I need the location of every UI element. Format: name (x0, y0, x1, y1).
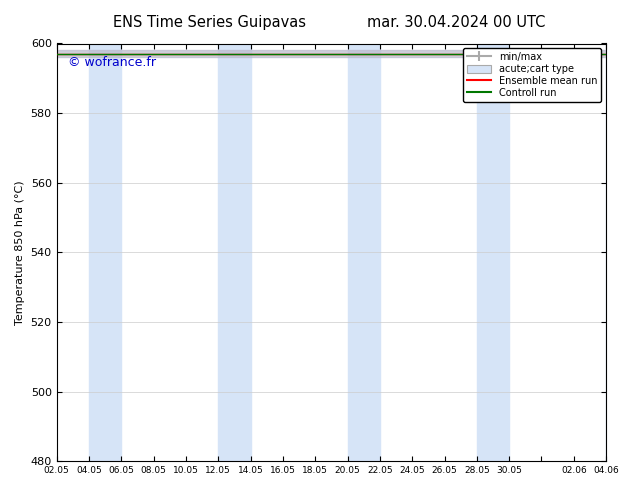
Legend: min/max, acute;cart type, Ensemble mean run, Controll run: min/max, acute;cart type, Ensemble mean … (463, 49, 601, 102)
Text: © wofrance.fr: © wofrance.fr (68, 56, 156, 69)
Bar (477, 44, 509, 461)
Bar (347, 44, 380, 461)
Bar (606, 44, 634, 461)
Y-axis label: Temperature 850 hPa (°C): Temperature 850 hPa (°C) (15, 180, 25, 325)
Bar (218, 44, 250, 461)
Text: ENS Time Series Guipavas: ENS Time Series Guipavas (113, 15, 306, 30)
Bar (89, 44, 121, 461)
Text: mar. 30.04.2024 00 UTC: mar. 30.04.2024 00 UTC (367, 15, 546, 30)
